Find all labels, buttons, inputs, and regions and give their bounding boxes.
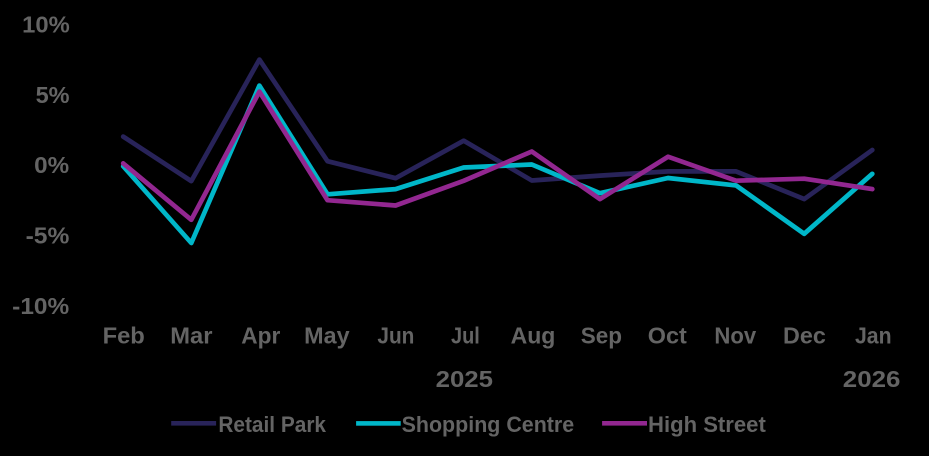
svg-text:Shopping Centre: Shopping Centre bbox=[402, 412, 575, 437]
svg-text:Retail Park: Retail Park bbox=[218, 412, 326, 437]
svg-text:Jun: Jun bbox=[377, 323, 414, 349]
svg-text:Oct: Oct bbox=[648, 323, 687, 349]
svg-text:-5%: -5% bbox=[26, 223, 70, 249]
svg-text:Sep: Sep bbox=[581, 323, 622, 349]
svg-text:5%: 5% bbox=[36, 82, 70, 108]
svg-text:0%: 0% bbox=[34, 152, 69, 178]
svg-text:Feb: Feb bbox=[103, 323, 145, 349]
svg-text:2025: 2025 bbox=[436, 366, 494, 392]
svg-text:Jan: Jan bbox=[855, 323, 892, 349]
svg-text:May: May bbox=[304, 323, 350, 349]
svg-text:2026: 2026 bbox=[843, 366, 901, 392]
svg-text:High Street: High Street bbox=[648, 412, 766, 437]
svg-text:10%: 10% bbox=[22, 12, 70, 38]
svg-text:Apr: Apr bbox=[241, 323, 280, 349]
svg-text:Jul: Jul bbox=[451, 323, 480, 349]
svg-text:Aug: Aug bbox=[511, 323, 556, 349]
svg-text:Mar: Mar bbox=[170, 323, 212, 349]
svg-text:-10%: -10% bbox=[12, 293, 69, 319]
svg-text:Dec: Dec bbox=[783, 323, 826, 349]
svg-text:Nov: Nov bbox=[714, 323, 756, 349]
